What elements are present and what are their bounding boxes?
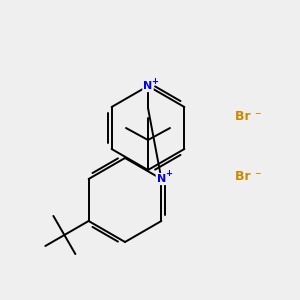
Text: Br ⁻: Br ⁻ <box>235 170 262 184</box>
Text: N: N <box>157 174 166 184</box>
Text: +: + <box>165 169 172 178</box>
Text: N: N <box>143 81 153 91</box>
Text: +: + <box>152 76 158 85</box>
Text: Br ⁻: Br ⁻ <box>235 110 262 124</box>
